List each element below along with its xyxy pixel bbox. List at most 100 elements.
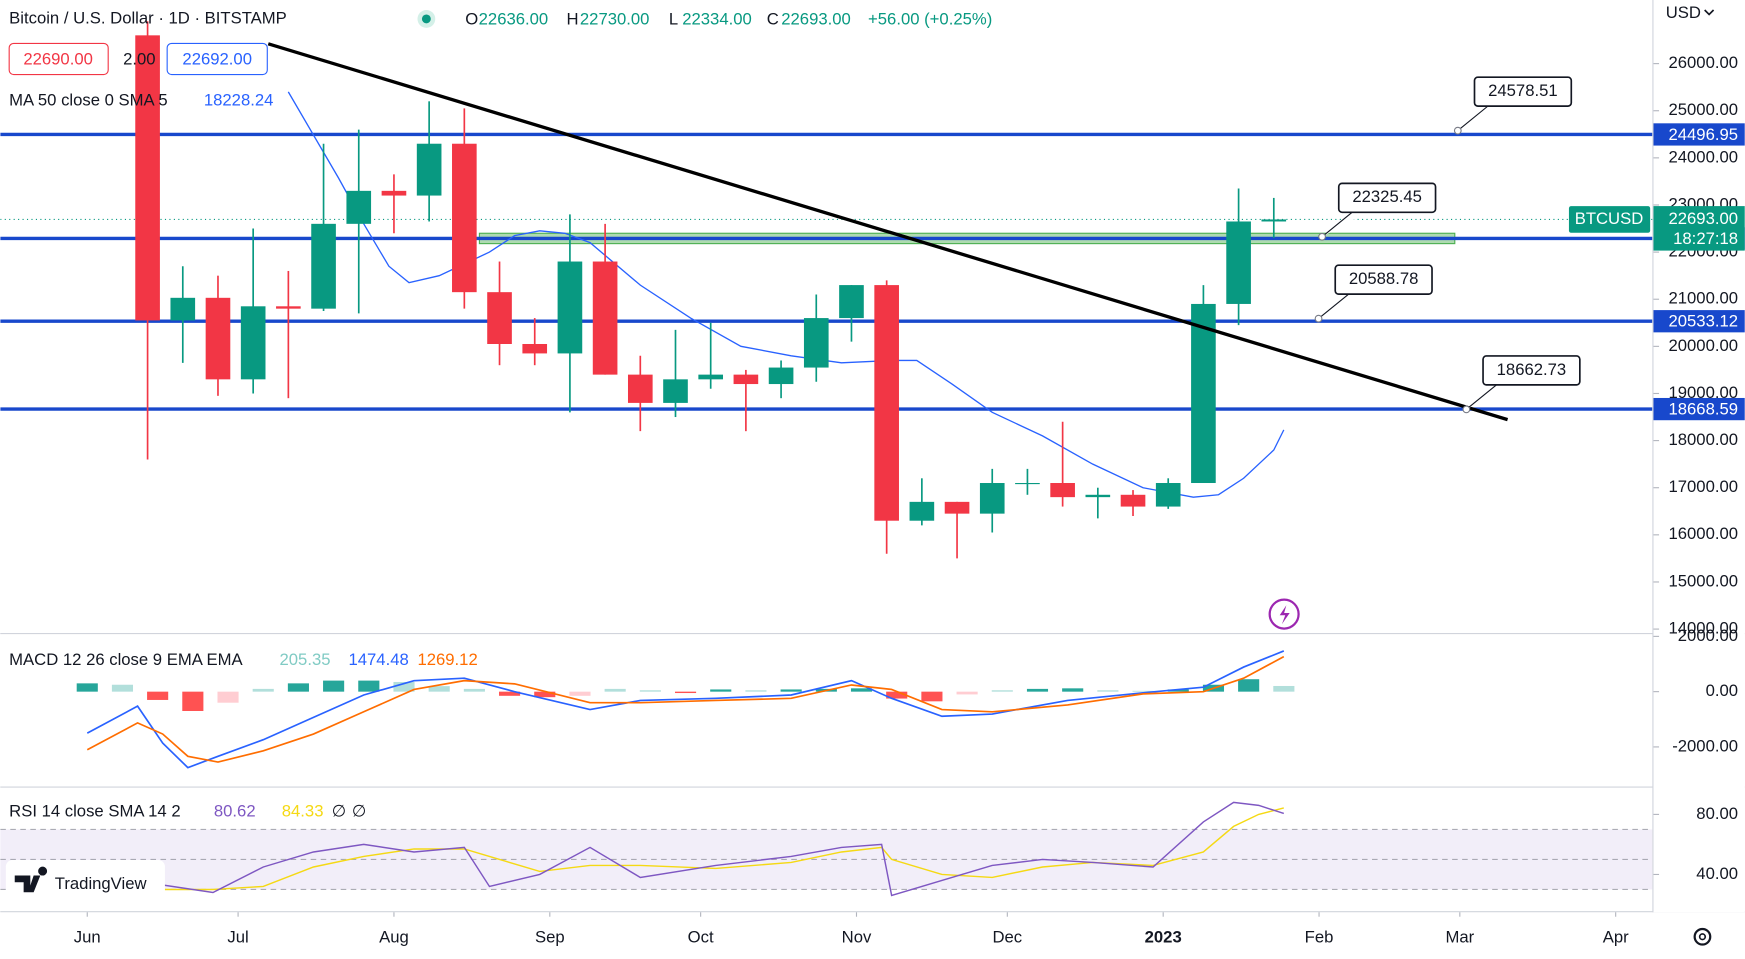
ask[interactable]: 22692.00 [182, 49, 252, 68]
candle-body [1120, 494, 1146, 507]
y-tick-label: 17000.00 [1669, 477, 1739, 496]
macd-histogram-bar [1062, 688, 1084, 692]
y-tick-label: 15000.00 [1669, 571, 1739, 590]
ma-legend: MA 50 close 0 SMA 5 [9, 91, 167, 110]
macd-histogram-bar [358, 680, 380, 692]
symbol-box [1568, 206, 1651, 233]
rsi-value: 84.33 [282, 802, 324, 821]
y-tick-label: 14000.00 [1669, 618, 1739, 637]
macd-histogram-bar [534, 691, 556, 698]
ohlc-value: 22730.00 [580, 9, 650, 28]
macd-histogram-bar [604, 688, 626, 692]
candle-body [1085, 494, 1111, 498]
candle-body [1191, 303, 1216, 484]
rsi-legend: RSI 14 close SMA 14 2 [9, 802, 180, 821]
spread: 2.00 [123, 49, 155, 68]
candle-body [276, 306, 301, 309]
rsi-value: 80.62 [214, 802, 256, 821]
ma-value: 18228.24 [204, 91, 274, 110]
settings-icon[interactable] [1693, 927, 1712, 946]
macd-histogram-bar [182, 691, 204, 711]
macd-histogram-bar [886, 691, 908, 699]
x-tick-label: Dec [992, 927, 1022, 946]
candle-body [240, 306, 266, 380]
candle-body [663, 379, 688, 403]
macd-value: 205.35 [280, 650, 331, 669]
x-tick-label: Nov [842, 927, 872, 946]
rsi-placeholder: ∅ [352, 802, 367, 821]
candle-body [803, 318, 829, 368]
macd-histogram-bar [1097, 690, 1119, 692]
brand-name[interactable]: TradingView [55, 874, 148, 893]
y-tick-label: 18000.00 [1669, 430, 1739, 449]
candle-body [839, 285, 864, 319]
x-tick-label: Aug [379, 927, 409, 946]
macd-histogram-bar [674, 691, 697, 694]
candle-body [627, 374, 653, 403]
callout-box [1482, 355, 1581, 386]
trendline [267, 42, 1509, 422]
x-tick-label: Jul [227, 927, 248, 946]
currency[interactable]: USD [1666, 3, 1701, 22]
candle-body [909, 501, 935, 521]
macd-histogram-bar [745, 690, 767, 692]
x-tick-label: Sep [535, 927, 565, 946]
rsi-pane [0, 801, 1653, 897]
macd-histogram-bar [428, 686, 450, 692]
candle-body [979, 483, 1005, 514]
callout-label: 18662.73 [1497, 360, 1567, 379]
events-bolt[interactable] [1279, 605, 1290, 625]
gear-ring[interactable] [1693, 927, 1712, 946]
y-tick-label: -2000.00 [1672, 736, 1738, 755]
gear-hub[interactable] [1698, 933, 1707, 941]
y-tick-label: 40.00 [1696, 864, 1738, 883]
change: +56.00 (+0.25%) [868, 9, 992, 28]
callout-pointer [1457, 105, 1504, 132]
y-tick-label: 0.00 [1706, 681, 1738, 700]
macd-histogram-bar [1026, 688, 1049, 692]
callout-pointer [1466, 384, 1512, 410]
ohlc-value: 22636.00 [479, 9, 549, 28]
callout-pointer [1318, 293, 1365, 320]
ohlc-key: H [567, 9, 579, 28]
rsi-line [87, 801, 1285, 897]
y-tick-label: 19000.00 [1669, 383, 1739, 402]
brand-logo[interactable] [14, 866, 48, 893]
ask-box[interactable] [166, 42, 268, 76]
macd-histogram-bar [991, 690, 1013, 692]
market-status-dot [421, 14, 431, 24]
macd-line [86, 655, 1285, 763]
level-label: 18668.59 [1669, 400, 1739, 419]
last-price-box [1653, 206, 1745, 251]
currency-chevron[interactable] [1704, 9, 1715, 16]
y-tick-label: 16000.00 [1669, 524, 1739, 543]
bid[interactable]: 22690.00 [23, 49, 93, 68]
countdown: 18:27:18 [1673, 229, 1738, 248]
candle-body [1015, 483, 1040, 485]
macd-histogram-bar [217, 691, 239, 703]
candle-body [522, 343, 548, 354]
macd-histogram-bar [956, 691, 978, 695]
ohlc-value: 22334.00 [682, 9, 752, 28]
macd-histogram-bar [499, 691, 521, 696]
level-label: 24496.95 [1669, 125, 1739, 144]
y-tick-label: 80.00 [1696, 804, 1738, 823]
candle-body [733, 374, 759, 385]
x-tick-label: Oct [688, 927, 714, 946]
macd-histogram-bar [710, 689, 732, 692]
bid-box[interactable] [8, 42, 109, 76]
callout-anchor [1318, 232, 1326, 241]
macd-histogram-bar [323, 680, 345, 692]
y-tick-label: 20000.00 [1669, 336, 1739, 355]
y-tick-label: 26000.00 [1669, 53, 1739, 72]
callout-anchor [1462, 405, 1471, 414]
macd-histogram-bar [252, 688, 274, 692]
candle-body [381, 190, 407, 196]
macd-histogram-bar [393, 681, 415, 692]
last-price-label: 22693.00 [1669, 209, 1739, 228]
macd-histogram-bar [1132, 690, 1154, 692]
candle-body [170, 297, 196, 321]
